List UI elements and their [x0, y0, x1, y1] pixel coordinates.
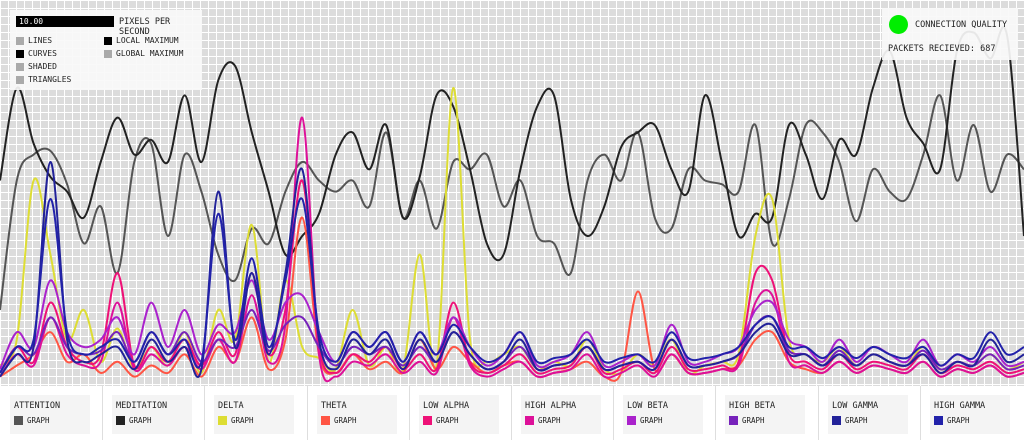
series-delta — [0, 86, 1024, 376]
pixels-per-second-input[interactable]: 10.00 — [16, 16, 114, 27]
graph-toggle[interactable]: GRAPH — [832, 416, 868, 425]
scale-local-maximum-label: LOCAL MAXIMUM — [116, 36, 179, 45]
channel-theta[interactable]: THETA GRAPH — [317, 395, 397, 434]
graph-label: GRAPH — [129, 416, 152, 425]
graph-label: GRAPH — [845, 416, 868, 425]
channel-name: HIGH BETA — [729, 401, 776, 411]
graph-color-swatch — [832, 416, 841, 425]
render-mode-curves-label: CURVES — [28, 49, 57, 58]
graph-toggle[interactable]: GRAPH — [729, 416, 765, 425]
series-attention — [0, 94, 1024, 311]
legend-separator — [409, 386, 410, 440]
legend-separator — [204, 386, 205, 440]
legend-separator — [511, 386, 512, 440]
graph-label: GRAPH — [640, 416, 663, 425]
series-meditation — [0, 26, 1024, 262]
radio-lines[interactable] — [16, 36, 24, 45]
render-mode-lines[interactable]: LINES — [16, 36, 52, 45]
radio-curves[interactable] — [16, 49, 24, 58]
channel-meditation[interactable]: MEDITATION GRAPH — [112, 395, 192, 434]
channel-name: LOW BETA — [627, 401, 668, 411]
legend-separator — [102, 386, 103, 440]
graph-color-swatch — [423, 416, 432, 425]
channel-high-gamma[interactable]: HIGH GAMMA GRAPH — [930, 395, 1010, 434]
channel-high-beta[interactable]: HIGH BETA GRAPH — [725, 395, 805, 434]
graph-color-swatch — [116, 416, 125, 425]
graph-toggle[interactable]: GRAPH — [934, 416, 970, 425]
series-high-gamma — [0, 197, 1024, 374]
graph-toggle[interactable]: GRAPH — [116, 416, 152, 425]
graph-label: GRAPH — [538, 416, 561, 425]
channel-delta[interactable]: DELTA GRAPH — [214, 395, 294, 434]
radio-triangles[interactable] — [16, 75, 24, 84]
legend-separator — [307, 386, 308, 440]
graph-label: GRAPH — [742, 416, 765, 425]
graph-label: GRAPH — [436, 416, 459, 425]
channel-name: ATTENTION — [14, 401, 61, 411]
graph-color-swatch — [14, 416, 23, 425]
scale-local-maximum[interactable]: LOCAL MAXIMUM — [104, 36, 179, 45]
graph-label: GRAPH — [27, 416, 50, 425]
graph-toggle[interactable]: GRAPH — [321, 416, 357, 425]
graph-color-swatch — [321, 416, 330, 425]
radio-global-maximum[interactable] — [104, 49, 112, 58]
graph-label: GRAPH — [231, 416, 254, 425]
channel-name: LOW ALPHA — [423, 401, 470, 411]
channel-name: THETA — [321, 401, 347, 411]
channel-legend: ATTENTION GRAPH MEDITATION GRAPH DELTA GRAPH T… — [0, 386, 1024, 440]
legend-separator — [920, 386, 921, 440]
render-mode-shaded[interactable]: SHADED — [16, 62, 57, 71]
render-mode-triangles-label: TRIANGLES — [28, 75, 72, 84]
channel-low-beta[interactable]: LOW BETA GRAPH — [623, 395, 703, 434]
graph-color-swatch — [218, 416, 227, 425]
scale-global-maximum-label: GLOBAL MAXIMUM — [116, 49, 184, 58]
legend-separator — [613, 386, 614, 440]
channel-name: HIGH ALPHA — [525, 401, 577, 411]
channel-name: DELTA — [218, 401, 244, 411]
connection-panel: CONNECTION QUALITY PACKETS RECIEVED: 687 — [882, 8, 1018, 60]
signal-chart — [0, 26, 1024, 383]
graph-color-swatch — [525, 416, 534, 425]
packets-received-label: PACKETS RECIEVED: 687 — [888, 44, 996, 54]
channel-low-gamma[interactable]: LOW GAMMA GRAPH — [828, 395, 908, 434]
graph-toggle[interactable]: GRAPH — [14, 416, 50, 425]
channel-name: HIGH GAMMA — [934, 401, 986, 411]
graph-toggle[interactable]: GRAPH — [627, 416, 663, 425]
graph-toggle[interactable]: GRAPH — [423, 416, 459, 425]
series-high-alpha — [0, 116, 1024, 383]
legend-separator — [818, 386, 819, 440]
pixels-per-second-label: PIXELS PER SECOND — [119, 17, 171, 37]
channel-name: LOW GAMMA — [832, 401, 879, 411]
graph-toggle[interactable]: GRAPH — [525, 416, 561, 425]
graph-label: GRAPH — [947, 416, 970, 425]
graph-color-swatch — [729, 416, 738, 425]
series-low-gamma — [0, 160, 1024, 378]
radio-local-maximum[interactable] — [104, 36, 112, 45]
channel-attention[interactable]: ATTENTION GRAPH — [10, 395, 90, 434]
legend-separator — [715, 386, 716, 440]
channel-high-alpha[interactable]: HIGH ALPHA GRAPH — [521, 395, 601, 434]
graph-label: GRAPH — [334, 416, 357, 425]
graph-color-swatch — [627, 416, 636, 425]
render-mode-curves[interactable]: CURVES — [16, 49, 57, 58]
render-mode-lines-label: LINES — [28, 36, 53, 45]
display-controls: 10.00 PIXELS PER SECOND LINES CURVES SHA… — [10, 10, 202, 90]
scale-global-maximum[interactable]: GLOBAL MAXIMUM — [104, 49, 183, 58]
connection-quality-label: CONNECTION QUALITY — [915, 20, 1008, 30]
connection-quality-indicator — [889, 15, 908, 34]
graph-color-swatch — [934, 416, 943, 425]
graph-toggle[interactable]: GRAPH — [218, 416, 254, 425]
radio-shaded[interactable] — [16, 62, 24, 71]
render-mode-triangles[interactable]: TRIANGLES — [16, 75, 71, 84]
render-mode-shaded-label: SHADED — [28, 62, 57, 71]
series-low-alpha — [0, 179, 1024, 376]
channel-low-alpha[interactable]: LOW ALPHA GRAPH — [419, 395, 499, 434]
channel-name: MEDITATION — [116, 401, 168, 411]
